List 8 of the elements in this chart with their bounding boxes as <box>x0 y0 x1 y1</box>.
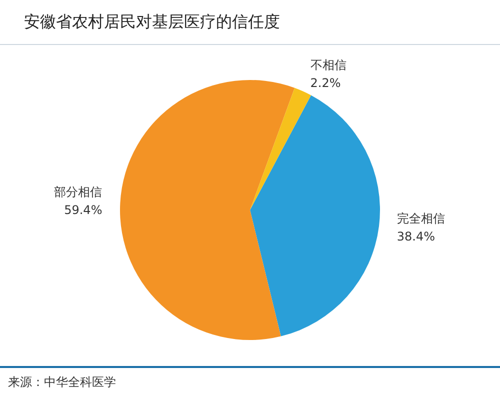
slice-label: 完全相信 <box>396 211 445 226</box>
slice-label: 不相信 <box>310 58 346 72</box>
data-label: 2.2% <box>310 76 341 90</box>
data-label: 38.4% <box>396 229 435 244</box>
data-label: 59.4% <box>64 202 102 217</box>
source-note: 来源：中华全科医学 <box>8 374 116 391</box>
chart-title: 安徽省农村居民对基层医疗的信任度 <box>24 12 280 33</box>
slice-label: 部分相信 <box>54 184 102 199</box>
